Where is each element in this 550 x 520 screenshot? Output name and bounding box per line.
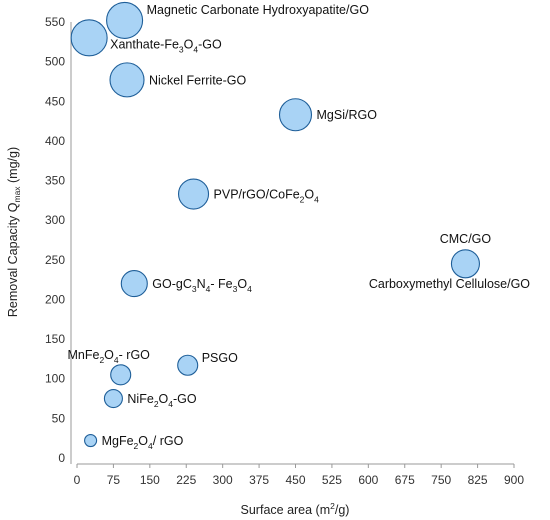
y-tick-label: 150 xyxy=(45,332,65,346)
bubble-point xyxy=(84,434,98,448)
y-tick-label: 350 xyxy=(45,174,65,188)
bubble-point xyxy=(103,388,123,409)
y-tick-label: 100 xyxy=(45,372,65,386)
point-label: PVP/rGO/CoFe2O4 xyxy=(214,188,320,205)
bubble-point xyxy=(70,19,108,57)
point-label: Xanthate-Fe3O4-GO xyxy=(110,38,222,55)
x-tick-label: 525 xyxy=(322,473,342,487)
x-tick-label: 825 xyxy=(468,473,488,487)
x-tick-label: 900 xyxy=(504,473,524,487)
point-label: NiFe2O4-GO xyxy=(127,392,196,409)
x-axis-title: Surface area (m2/g) xyxy=(241,501,350,517)
point-label: Nickel Ferrite-GO xyxy=(149,73,247,87)
y-tick-label: 450 xyxy=(45,94,65,108)
x-tick-label: 450 xyxy=(285,473,305,487)
y-tick-label: 0 xyxy=(58,451,65,465)
x-tick-label: 675 xyxy=(395,473,415,487)
y-tick-label: 550 xyxy=(45,15,65,29)
y-tick-label: 200 xyxy=(45,292,65,306)
bubbles xyxy=(70,1,480,448)
x-tick-label: 75 xyxy=(107,473,121,487)
x-tick-label: 300 xyxy=(213,473,233,487)
y-tick-label: 500 xyxy=(45,55,65,69)
point-label: PSGO xyxy=(202,351,238,365)
bubble-point xyxy=(177,354,199,376)
x-tick-label: 750 xyxy=(431,473,451,487)
bubble-point xyxy=(278,98,313,132)
point-label: Magnetic Carbonate Hydroxyapatite/GO xyxy=(147,3,370,17)
y-tick-label: 50 xyxy=(52,411,66,425)
y-axis-title: Removal Capacity Qmax (mg/g) xyxy=(6,147,22,317)
point-label: MgSi/RGO xyxy=(317,108,378,122)
bubble-point xyxy=(110,364,132,386)
bubble-point xyxy=(177,178,210,210)
bubble-point xyxy=(106,1,144,39)
point-label: MnFe2O4- rGO xyxy=(67,348,150,365)
x-tick-label: 0 xyxy=(74,473,81,487)
x-tick-label: 225 xyxy=(176,473,196,487)
point-label: CMC/GO xyxy=(440,232,492,246)
bubble-point xyxy=(109,62,145,98)
y-tick-label: 400 xyxy=(45,134,65,148)
x-tick-label: 375 xyxy=(249,473,269,487)
bubble-point xyxy=(450,249,480,279)
x-tick-label: 150 xyxy=(140,473,160,487)
y-tick-label: 250 xyxy=(45,253,65,267)
point-label: MgFe2O4/ rGO xyxy=(102,434,184,451)
x-tick-label: 600 xyxy=(358,473,378,487)
point-labels: Magnetic Carbonate Hydroxyapatite/GO Xant… xyxy=(67,3,530,451)
y-tick-label: 300 xyxy=(45,213,65,227)
point-label: GO-gC3N4- Fe3O4 xyxy=(152,277,252,294)
axes: 0 75 150 225 300 375 450 525 600 675 750 825 900 0 50 1… xyxy=(45,15,524,487)
point-label: Carboxymethyl Cellulose/GO xyxy=(369,277,530,291)
bubble-point xyxy=(120,270,148,298)
